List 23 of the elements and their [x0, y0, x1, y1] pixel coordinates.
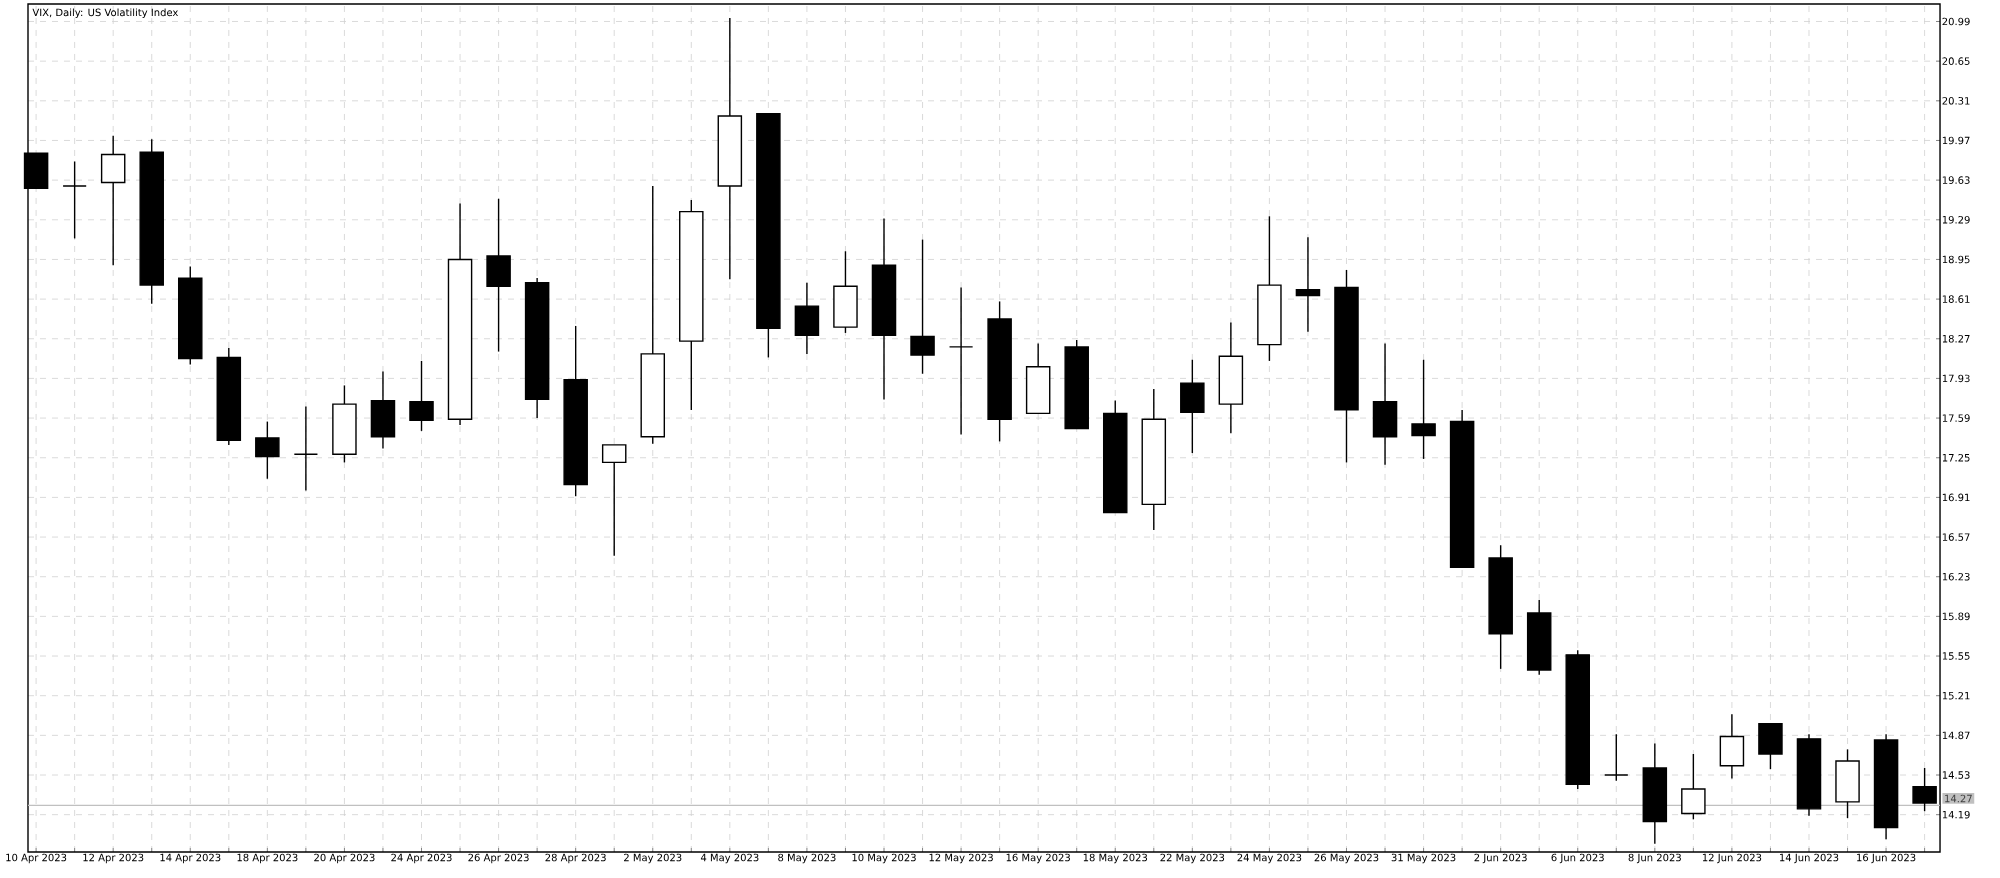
candlestick	[910, 238, 935, 375]
candlestick	[1411, 359, 1436, 460]
candlestick	[948, 286, 974, 436]
candlestick	[833, 250, 858, 334]
candlestick	[1604, 733, 1629, 782]
candlestick	[1835, 748, 1860, 819]
candlestick	[255, 420, 280, 480]
candlestick	[1758, 722, 1783, 770]
candlestick	[1218, 321, 1244, 434]
candlestick	[62, 160, 87, 240]
candlestick	[293, 405, 319, 492]
candlestick	[1295, 236, 1321, 333]
candlestick	[601, 444, 627, 557]
candlestick	[1025, 342, 1051, 415]
candlestick	[1372, 342, 1398, 466]
candlestick	[486, 198, 511, 353]
candlestick	[409, 360, 434, 432]
candlestick	[1180, 359, 1205, 454]
candlestick	[794, 282, 820, 355]
candlestick	[370, 370, 396, 450]
candlestick	[100, 135, 126, 266]
candlestick	[1681, 753, 1706, 821]
candlestick	[1719, 713, 1745, 780]
